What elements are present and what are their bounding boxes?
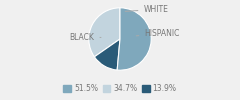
Wedge shape (117, 8, 151, 70)
Text: WHITE: WHITE (125, 5, 168, 14)
Wedge shape (89, 8, 120, 57)
Wedge shape (94, 39, 120, 70)
Text: BLACK: BLACK (70, 33, 101, 42)
Legend: 51.5%, 34.7%, 13.9%: 51.5%, 34.7%, 13.9% (60, 81, 180, 96)
Text: HISPANIC: HISPANIC (136, 29, 180, 38)
